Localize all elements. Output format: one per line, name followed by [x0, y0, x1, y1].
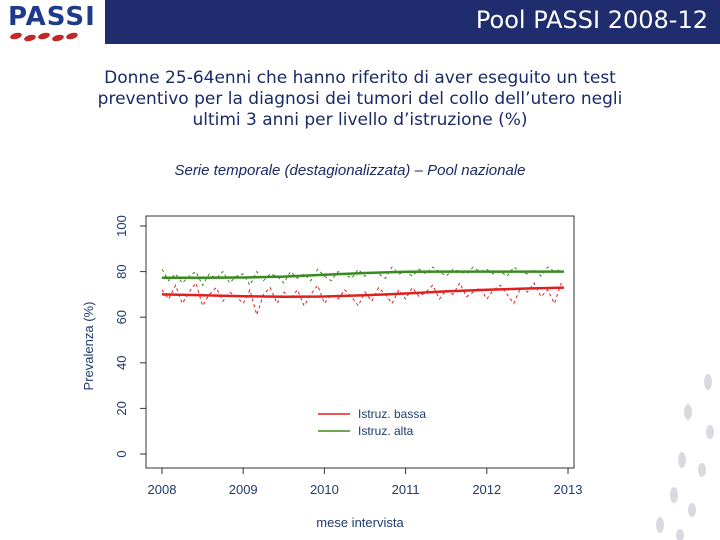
x-tick-label: 2011 [392, 482, 420, 497]
series-trend-line [161, 286, 564, 298]
x-tick-label: 2009 [229, 482, 258, 497]
series-trend-line [162, 270, 564, 280]
header-bar [105, 0, 720, 44]
main-title: Donne 25-64enni che hanno riferito di av… [0, 68, 720, 131]
x-tick-label: 2013 [554, 482, 583, 497]
chart-subtitle: Serie temporale (destagionalizzata) – Po… [174, 162, 526, 179]
series-monthly-line [161, 266, 562, 287]
x-tick-label: 2010 [310, 482, 339, 497]
main-title-line: Donne 25-64enni che hanno riferito di av… [104, 68, 616, 88]
logo-footprints-icon [10, 32, 78, 42]
x-axis-label: mese intervista [316, 515, 404, 530]
chart-labels: mese intervista Prevalenza (%) [81, 302, 404, 530]
series-monthly-line [161, 281, 562, 317]
y-axis-label: Prevalenza (%) [81, 302, 96, 391]
main-title-line: preventivo per la diagnosi dei tumori de… [97, 89, 623, 109]
header-title: Pool PASSI 2008-12 [475, 6, 708, 34]
y-tick-label: 60 [114, 310, 129, 324]
footprints-icon [656, 374, 714, 540]
chart-axes: 2008 2009 2010 2011 2012 2013 0 20 40 60 80 100 [114, 215, 582, 497]
y-tick-label: 0 [114, 450, 129, 457]
plot-frame [145, 215, 575, 469]
legend-label: Istruz. alta [358, 424, 414, 438]
legend-label: Istruz. bassa [358, 407, 426, 421]
logo-text: PASSI [8, 2, 96, 32]
y-tick-label: 100 [114, 215, 129, 237]
y-tick-label: 40 [114, 356, 129, 370]
main-title-line: ultimi 3 anni per livello d’istruzione (… [192, 110, 528, 130]
chart-legend: Istruz. bassa Istruz. alta [318, 407, 426, 438]
chart-series [161, 266, 564, 317]
logo: PASSI [0, 0, 105, 44]
x-tick-label: 2008 [148, 482, 177, 497]
y-tick-label: 20 [114, 401, 129, 415]
y-tick-label: 80 [114, 264, 129, 278]
x-tick-label: 2012 [472, 482, 501, 497]
